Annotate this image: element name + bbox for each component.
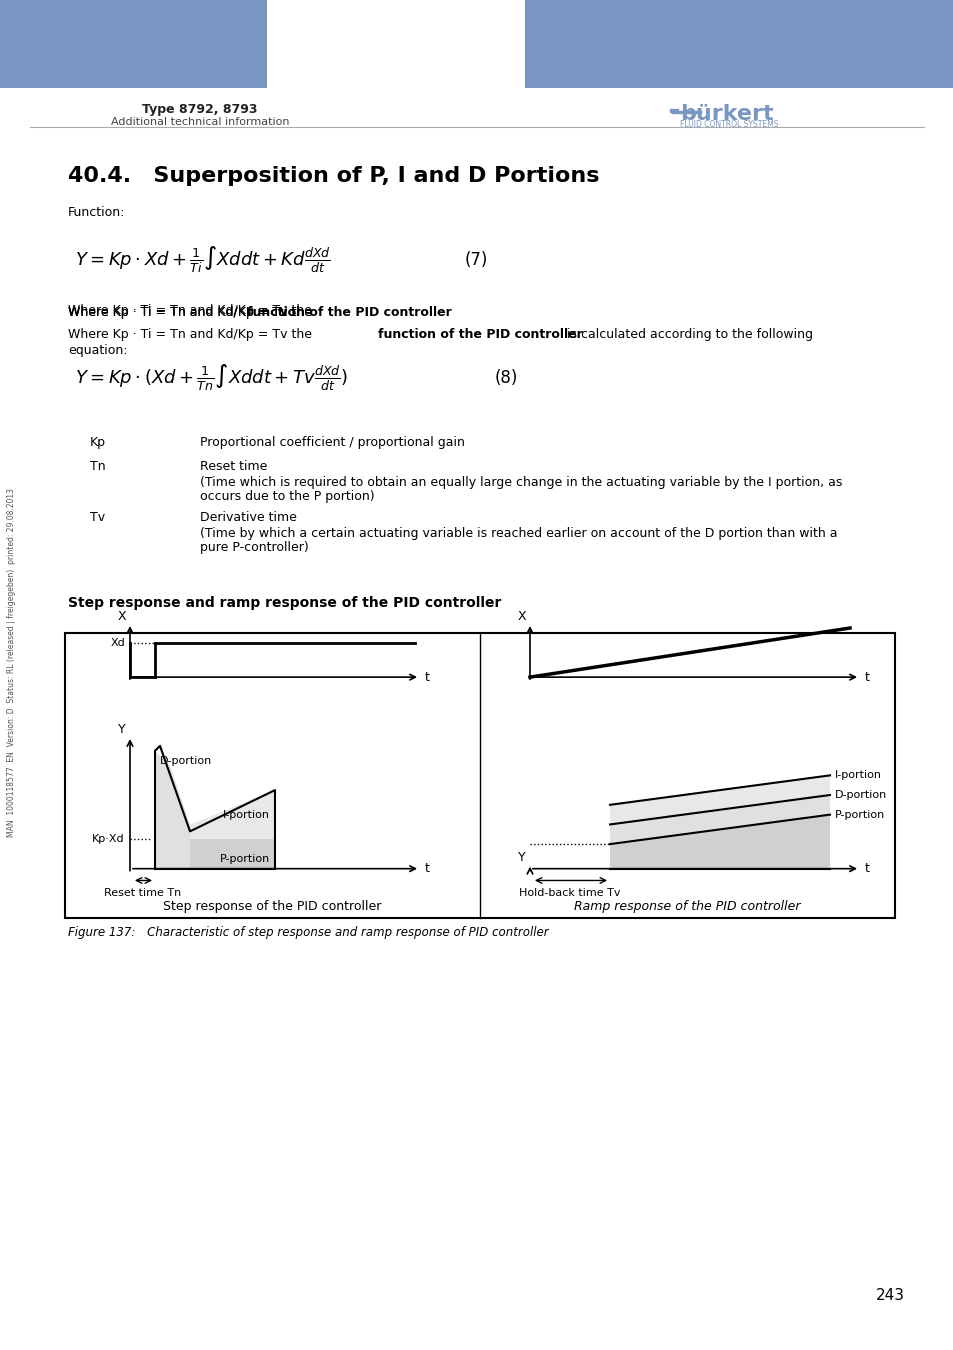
Bar [672, 109, 675, 112]
Text: Derivative time: Derivative time [200, 512, 296, 524]
Polygon shape [609, 814, 829, 868]
Text: FLUID CONTROL SYSTEMS: FLUID CONTROL SYSTEMS [679, 120, 778, 128]
Text: Reset time Tn: Reset time Tn [104, 888, 181, 898]
Text: X: X [117, 610, 126, 624]
Text: Function:: Function: [68, 207, 125, 219]
Text: Tv: Tv [90, 512, 105, 524]
Text: Proportional coefficient / proportional gain: Proportional coefficient / proportional … [200, 436, 464, 450]
Text: P-portion: P-portion [834, 810, 884, 819]
Polygon shape [154, 751, 190, 868]
Text: (8): (8) [495, 369, 517, 386]
Text: pure P-controller): pure P-controller) [200, 540, 309, 553]
Text: I-portion: I-portion [223, 810, 270, 819]
Text: Xd: Xd [111, 637, 125, 648]
Text: P-portion: P-portion [219, 853, 270, 864]
Bar [669, 109, 671, 112]
Text: (Time by which a certain actuating variable is reached earlier on account of the: (Time by which a certain actuating varia… [200, 526, 837, 540]
Text: Y: Y [517, 850, 525, 864]
Text: D-portion: D-portion [160, 756, 212, 765]
Text: Where Kp · Ti = Tn and Kd/Kp = Tv the: Where Kp · Ti = Tn and Kd/Kp = Tv the [68, 306, 315, 319]
Text: Type 8792, 8793: Type 8792, 8793 [142, 103, 257, 116]
Text: Y: Y [118, 724, 126, 736]
Text: t: t [424, 863, 430, 875]
Text: Tn: Tn [90, 460, 106, 472]
Text: bürkert: bürkert [679, 104, 773, 124]
Polygon shape [609, 775, 829, 825]
Text: Step response and ramp response of the PID controller: Step response and ramp response of the P… [68, 597, 501, 610]
Text: (7): (7) [464, 251, 488, 269]
Text: $Y = Kp \cdot (Xd + \frac{1}{Tn}\int Xddt + Tv\frac{dXd}{dt})$: $Y = Kp \cdot (Xd + \frac{1}{Tn}\int Xdd… [75, 362, 348, 393]
Text: Where Kp · Ti = Tn and Kd/Kp = Tv the: Where Kp · Ti = Tn and Kd/Kp = Tv the [68, 304, 315, 317]
Text: function of the PID controller: function of the PID controller [246, 306, 451, 319]
Text: is calculated according to the following: is calculated according to the following [562, 328, 812, 342]
FancyBboxPatch shape [0, 0, 267, 88]
Text: D-portion: D-portion [834, 790, 886, 801]
Text: Ramp response of the PID controller: Ramp response of the PID controller [574, 899, 800, 913]
Text: Where Kp · Ti = Tn and Kd/Kp = Tv the: Where Kp · Ti = Tn and Kd/Kp = Tv the [68, 306, 315, 319]
Text: 40.4. Superposition of P, I and D Portions: 40.4. Superposition of P, I and D Portio… [68, 166, 598, 186]
Text: Reset time: Reset time [200, 460, 267, 472]
Text: t: t [424, 671, 430, 683]
Text: english: english [810, 1324, 867, 1338]
Text: Hold-back time Tv: Hold-back time Tv [518, 888, 620, 898]
Text: function of the PID controller: function of the PID controller [377, 328, 582, 342]
Text: t: t [864, 671, 869, 683]
Text: 243: 243 [875, 1288, 903, 1304]
Bar [676, 109, 678, 112]
Text: Where Kp · Ti = Tn and Kd/Kp = Tv the: Where Kp · Ti = Tn and Kd/Kp = Tv the [68, 328, 315, 342]
Text: occurs due to the P portion): occurs due to the P portion) [200, 490, 375, 502]
Text: Kp: Kp [90, 436, 106, 450]
Text: MAN  1000118577  EN  Version: D  Status: RL (released | freigegeben)  printed: 2: MAN 1000118577 EN Version: D Status: RL … [8, 487, 16, 837]
Polygon shape [154, 790, 274, 840]
FancyBboxPatch shape [524, 0, 953, 88]
Text: equation:: equation: [68, 344, 128, 358]
Text: I-portion: I-portion [834, 771, 882, 780]
Text: t: t [864, 863, 869, 875]
Polygon shape [609, 795, 829, 844]
Text: (Time which is required to obtain an equally large change in the actuating varia: (Time which is required to obtain an equ… [200, 475, 841, 489]
Text: Step response of the PID controller: Step response of the PID controller [163, 899, 381, 913]
Text: Additional technical information: Additional technical information [111, 117, 289, 127]
Polygon shape [154, 840, 274, 868]
Text: Kp·Xd: Kp·Xd [92, 834, 125, 844]
Text: Figure 137: Characteristic of step response and ramp response of PID controller: Figure 137: Characteristic of step respo… [68, 926, 548, 940]
Text: $Y = Kp \cdot Xd + \frac{1}{Ti}\int Xddt + Kd\frac{dXd}{dt}$: $Y = Kp \cdot Xd + \frac{1}{Ti}\int Xddt… [75, 244, 331, 275]
Bar [65, 633, 894, 918]
Text: X: X [517, 610, 526, 624]
